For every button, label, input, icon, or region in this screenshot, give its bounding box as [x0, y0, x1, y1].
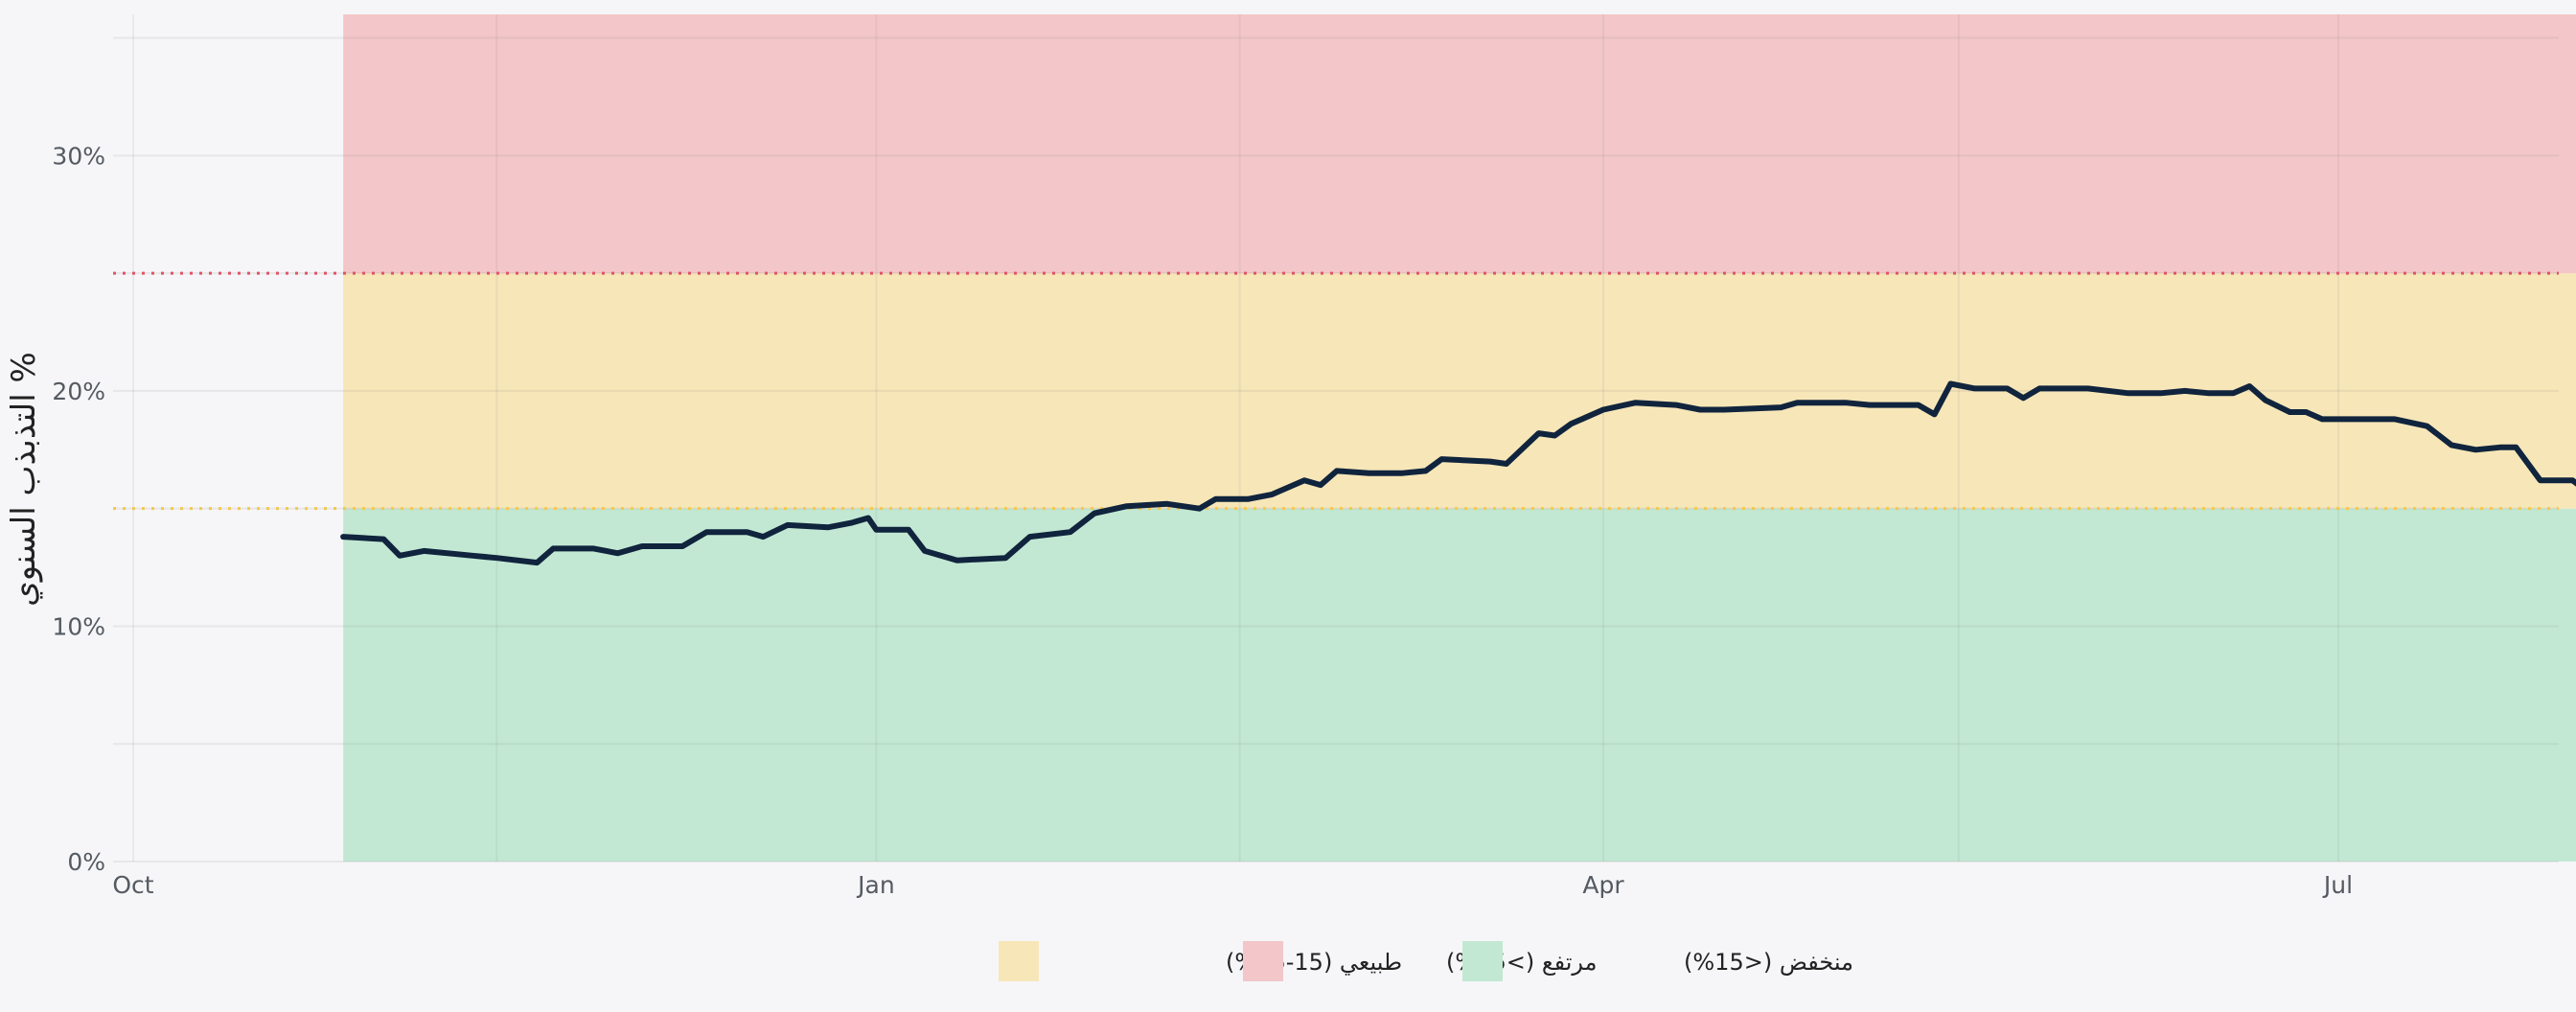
legend: طبيعي (15-25%)مرتفع (>25%)منخفض (<15%): [999, 941, 1853, 981]
volatility-series-line: [340, 380, 2576, 566]
y-tick-label: 30%: [52, 142, 105, 170]
band-0: [343, 508, 2576, 862]
y-tick-label: 0%: [67, 848, 105, 876]
y-tick-label: 10%: [52, 612, 105, 640]
x-tick-label: Jul: [2322, 871, 2353, 899]
legend-swatch-1: [1243, 941, 1283, 981]
y-tick-label: 20%: [52, 378, 105, 405]
legend-swatch-0: [999, 941, 1039, 981]
x-tick-label: Apr: [1582, 871, 1624, 899]
grid-lines: [113, 14, 2559, 862]
volatility-bands: [343, 14, 2576, 862]
x-axis: Oct Jan Apr Jul: [112, 871, 2353, 899]
x-tick-label: Jan: [856, 871, 895, 899]
legend-swatch-2: [1462, 941, 1503, 981]
series-layer: 9.9% (حالي): [340, 380, 2576, 566]
band-2: [343, 14, 2576, 274]
y-axis: 0% 10% 20% 30%: [52, 142, 105, 876]
x-tick-label: Oct: [112, 871, 153, 899]
y-axis-title: التذبذب السنوي %: [5, 352, 43, 607]
legend-label-2: منخفض (<15%): [1684, 949, 1853, 976]
